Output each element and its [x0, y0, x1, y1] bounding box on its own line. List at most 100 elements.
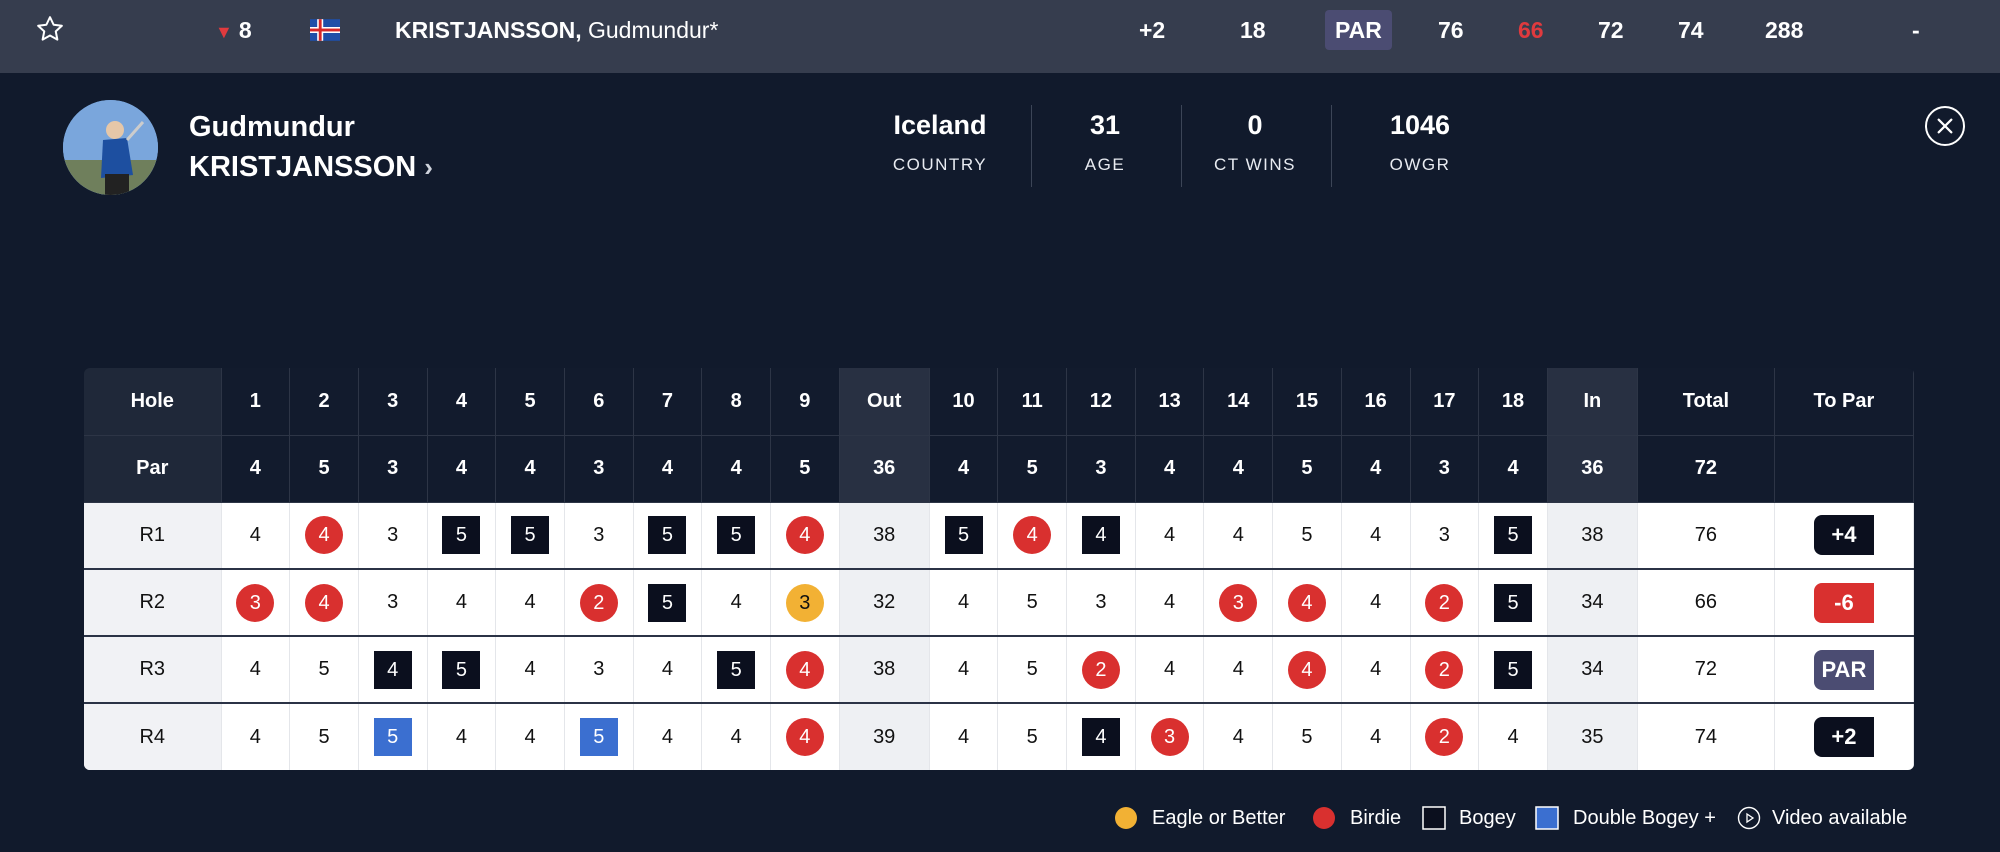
eagle-score-marker: 3 — [785, 583, 824, 622]
eagle-legend-icon — [1115, 807, 1137, 829]
score-cell: 5 — [495, 502, 565, 570]
star-icon[interactable] — [35, 14, 65, 44]
score-cell: 4 — [929, 636, 999, 704]
close-icon[interactable] — [1925, 106, 1965, 146]
score-cell: 4 — [1272, 569, 1342, 637]
hole-header: Total — [1637, 368, 1775, 436]
score-cell: 5 — [289, 636, 359, 704]
hole-label: Hole — [84, 368, 222, 436]
score-cell: 5 — [929, 502, 999, 570]
avatar — [63, 100, 158, 195]
birdie-score-marker: 4 — [785, 516, 824, 555]
score-cell: 4 — [289, 502, 359, 570]
score-cell: 4 — [1203, 703, 1274, 770]
par-value: 5 — [1272, 435, 1342, 503]
score-cell: 4 — [1066, 703, 1136, 770]
subtotal-cell: 34 — [1547, 569, 1638, 637]
score-cell: 4 — [1135, 502, 1205, 570]
subtotal-cell: 38 — [839, 636, 930, 704]
score-cell: 4 — [1341, 502, 1411, 570]
hole-header: 1 — [221, 368, 291, 436]
scorecard: Hole 1 2 3 4 5 6 7 8 9 Out 10 11 12 13 14 15 16 17 18 In Tota… — [84, 368, 1914, 770]
legend-video: Video available — [1772, 807, 1908, 829]
player-name[interactable]: Gudmundur KRISTJANSSON › — [189, 107, 433, 187]
round-label: R4 — [84, 703, 222, 770]
r2-score: 66 — [1518, 17, 1544, 43]
score-cell: 4 — [633, 636, 703, 704]
stat-age: 31 AGE — [1084, 110, 1126, 174]
to-par-badge: PAR — [1813, 649, 1874, 690]
leaderboard-row[interactable]: ▼ 8 KRISTJANSSON, Gudmundur* +2 18 PAR 76… — [0, 0, 2000, 73]
par-value: 3 — [1410, 435, 1480, 503]
score-cell: 3 — [221, 569, 291, 637]
score-cell: 4 — [221, 502, 291, 570]
bogey-score-marker: 5 — [717, 650, 756, 689]
score-cell: 4 — [1341, 569, 1411, 637]
to-par-total: +2 — [1139, 17, 1166, 43]
to-par-cell: +4 — [1774, 502, 1914, 570]
earnings-value: - — [1912, 17, 1920, 43]
round-label: R1 — [84, 502, 222, 570]
hole-header: 5 — [495, 368, 565, 436]
hole-header: 11 — [997, 368, 1068, 436]
score-cell: 4 — [427, 569, 497, 637]
bogey-legend-icon — [1422, 806, 1446, 830]
par-row: Par 4 5 3 4 4 3 4 4 5 36 4 5 3 4 4 5 4 3 4 36 72 — [84, 435, 1914, 503]
stat-owgr: 1046 OWGR — [1389, 110, 1451, 174]
birdie-score-marker: 2 — [1425, 650, 1464, 689]
score-cell: 3 — [1410, 502, 1480, 570]
par-value: 5 — [289, 435, 359, 503]
hole-header: 13 — [1135, 368, 1205, 436]
hole-header: 9 — [770, 368, 840, 436]
legend-birdie: Birdie — [1350, 807, 1402, 829]
to-par-cell: -6 — [1774, 569, 1914, 637]
score-cell: 4 — [495, 703, 565, 770]
score-cell: 5 — [633, 569, 703, 637]
score-cell: 2 — [1410, 703, 1480, 770]
subtotal-cell: 32 — [839, 569, 930, 637]
score-cell: 5 — [997, 569, 1068, 637]
score-cell: 5 — [997, 703, 1068, 770]
hole-header: 18 — [1478, 368, 1548, 436]
par-value: 3 — [1066, 435, 1136, 503]
score-cell: 2 — [1066, 636, 1136, 704]
birdie-score-marker: 4 — [305, 583, 344, 622]
bogey-score-marker: 5 — [1494, 583, 1533, 622]
score-cell: 4 — [1478, 703, 1548, 770]
score-cell: 4 — [1203, 502, 1274, 570]
chevron-right-icon: › — [424, 152, 433, 182]
par-value — [1774, 435, 1914, 503]
par-value: 4 — [221, 435, 291, 503]
score-cell: 5 — [1478, 502, 1548, 570]
dbogey-score-marker: 5 — [579, 718, 618, 756]
score-cell: 4 — [289, 569, 359, 637]
hole-row: Hole 1 2 3 4 5 6 7 8 9 Out 10 11 12 13 14 15 16 17 18 In Tota… — [84, 368, 1914, 436]
score-cell: 4 — [770, 636, 840, 704]
stat-divider — [1331, 105, 1332, 187]
player-name-link[interactable]: KRISTJANSSON, Gudmundur* — [395, 17, 719, 43]
r4-score: 74 — [1678, 17, 1704, 43]
round-total: 76 — [1637, 502, 1775, 570]
par-value: 4 — [1341, 435, 1411, 503]
score-cell: 5 — [633, 502, 703, 570]
hole-header: 15 — [1272, 368, 1342, 436]
par-value: 4 — [427, 435, 497, 503]
legend-bogey: Bogey — [1459, 807, 1516, 829]
score-cell: 3 — [1066, 569, 1136, 637]
score-cell: 4 — [633, 703, 703, 770]
round-total: 72 — [1637, 636, 1775, 704]
birdie-score-marker: 3 — [236, 583, 275, 622]
score-cell: 4 — [701, 569, 771, 637]
score-cell: 4 — [358, 636, 428, 704]
r1-score: 76 — [1438, 17, 1464, 43]
birdie-score-marker: 2 — [1425, 583, 1464, 622]
birdie-score-marker: 4 — [1013, 516, 1052, 555]
birdie-score-marker: 2 — [1425, 718, 1464, 756]
par-value: 5 — [770, 435, 840, 503]
score-cell: 5 — [1478, 569, 1548, 637]
par-value: 4 — [633, 435, 703, 503]
subtotal-cell: 35 — [1547, 703, 1638, 770]
stat-divider — [1181, 105, 1182, 187]
birdie-score-marker: 3 — [1219, 583, 1258, 622]
double-bogey-legend-icon — [1535, 806, 1559, 830]
